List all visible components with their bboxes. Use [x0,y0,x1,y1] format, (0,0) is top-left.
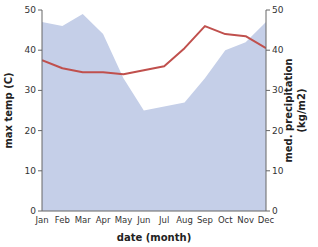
y2-tick [266,170,270,171]
y2-tick-label: 50 [272,5,284,15]
y-axis-line [42,10,43,211]
plot-area [42,14,266,211]
y2-tick [266,130,270,131]
y-axis-label: max temp (C) [3,72,14,148]
x-tick-label: Jan [34,215,48,225]
x-tick-label: Nov [237,215,254,225]
x-tick-label: Apr [96,215,111,225]
x-tick-label: Dec [258,215,275,225]
y2-tick-label: 10 [272,166,284,176]
y-tick-label: 30 [25,85,37,95]
y-tick [38,211,42,212]
y2-axis-label: med. precipitation(kg/m2) [283,58,307,162]
chart: 0102030405001020304050JanFebMarAprMayJun… [0,0,318,247]
x-tick-label: Aug [176,215,193,225]
y2-axis-line [266,10,267,211]
x-tick-label: Sep [197,215,213,225]
y-tick [38,10,42,11]
y2-tick [266,10,270,11]
x-tick-label: Oct [218,215,233,225]
y2-tick-label: 40 [272,45,284,55]
x-tick-label: May [115,215,133,225]
y-tick-label: 20 [25,126,37,136]
x-tick-label: Mar [75,215,92,225]
y-tick [38,130,42,131]
y-tick-label: 40 [25,45,37,55]
x-tick-label: Jul [158,215,169,225]
x-axis-line [42,211,266,212]
area [42,14,266,211]
y2-axis-label-line: (kg/m2) [296,89,307,133]
x-axis-label: date (month) [117,232,191,243]
y2-tick [266,90,270,91]
y2-axis-label-line: med. precipitation [283,58,294,162]
y-tick-label: 10 [25,166,37,176]
y-tick [38,50,42,51]
y-tick [38,90,42,91]
y2-tick [266,50,270,51]
y-tick [38,170,42,171]
line [42,26,266,74]
x-tick-label: Feb [55,215,70,225]
y2-tick [266,211,270,212]
x-tick-label: Jun [136,215,150,225]
y-tick-label: 50 [25,5,37,15]
